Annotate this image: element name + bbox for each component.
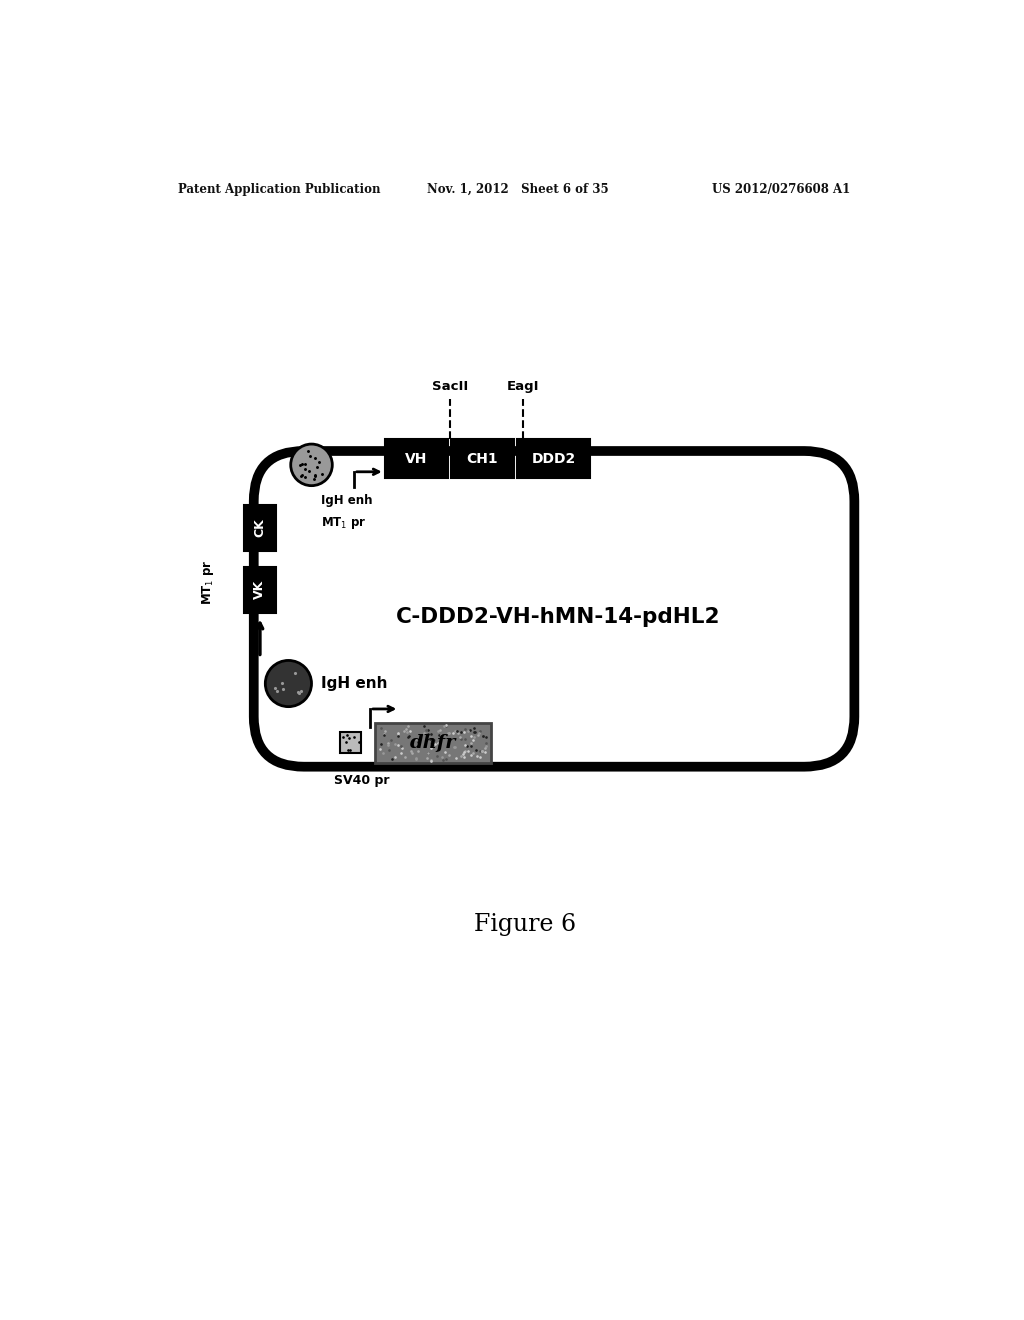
Circle shape <box>265 660 311 706</box>
Text: VH: VH <box>406 451 427 466</box>
Text: SV40 pr: SV40 pr <box>334 775 389 788</box>
FancyBboxPatch shape <box>376 723 490 763</box>
Text: MT$_1$ pr: MT$_1$ pr <box>200 560 216 605</box>
FancyBboxPatch shape <box>517 440 590 478</box>
Text: MT$_1$ pr: MT$_1$ pr <box>321 515 367 531</box>
FancyBboxPatch shape <box>451 440 514 478</box>
Text: Figure 6: Figure 6 <box>474 913 575 936</box>
Text: Nov. 1, 2012   Sheet 6 of 35: Nov. 1, 2012 Sheet 6 of 35 <box>427 183 608 197</box>
Text: CH1: CH1 <box>467 451 499 466</box>
FancyBboxPatch shape <box>385 440 447 478</box>
Text: Patent Application Publication: Patent Application Publication <box>178 183 381 197</box>
Text: US 2012/0276608 A1: US 2012/0276608 A1 <box>712 183 850 197</box>
FancyBboxPatch shape <box>244 506 276 552</box>
Text: IgH enh: IgH enh <box>321 494 373 507</box>
Text: IgH enh: IgH enh <box>321 676 387 692</box>
Text: CK: CK <box>253 519 266 537</box>
Text: EagI: EagI <box>507 380 540 393</box>
Text: DDD2: DDD2 <box>531 451 575 466</box>
Text: dhfr: dhfr <box>410 734 457 752</box>
Circle shape <box>291 444 333 486</box>
FancyBboxPatch shape <box>340 733 360 752</box>
Text: SacII: SacII <box>431 380 468 393</box>
Text: C-DDD2-VH-hMN-14-pdHL2: C-DDD2-VH-hMN-14-pdHL2 <box>395 607 720 627</box>
FancyBboxPatch shape <box>244 566 276 612</box>
Text: VK: VK <box>253 579 266 599</box>
